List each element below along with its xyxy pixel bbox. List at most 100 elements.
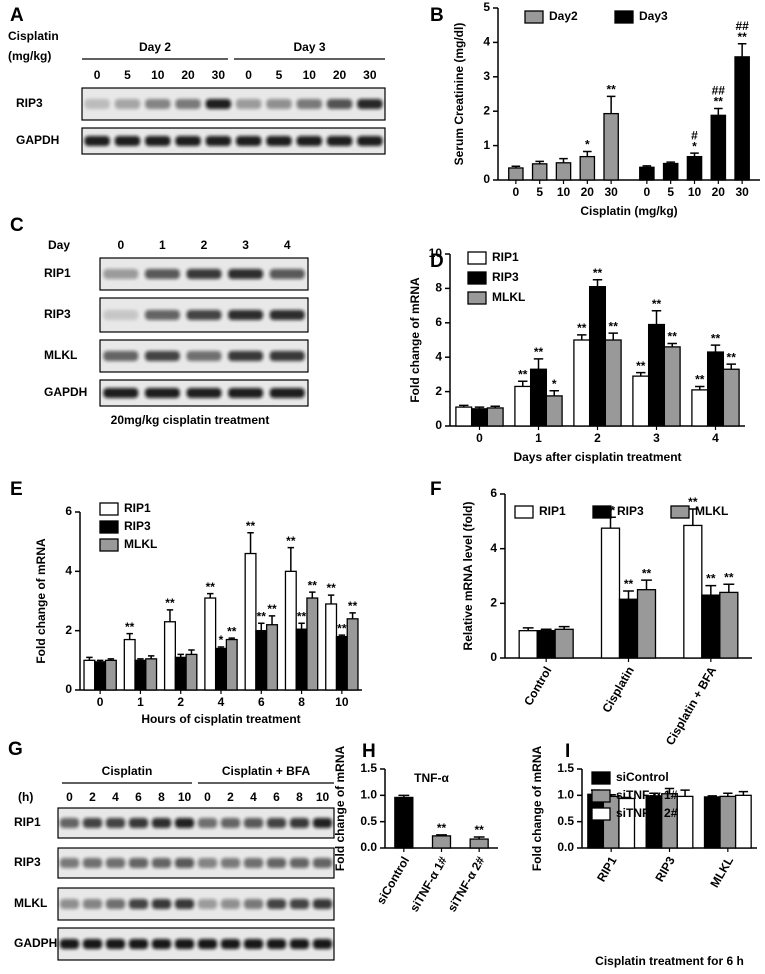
legend-label: RIP1 xyxy=(539,504,566,518)
band xyxy=(144,269,180,279)
band xyxy=(266,939,287,949)
bar xyxy=(722,368,740,427)
lane-label: 5 xyxy=(276,68,283,82)
band xyxy=(220,939,241,949)
y-tick-label: 1.5 xyxy=(360,761,377,775)
bar xyxy=(470,408,489,427)
bar xyxy=(244,552,257,691)
band xyxy=(197,858,218,868)
band xyxy=(59,818,80,828)
y-tick-label: 2 xyxy=(435,384,442,398)
caption: 20mg/kg cisplatin treatment xyxy=(111,413,270,427)
band xyxy=(105,818,126,828)
error-bar xyxy=(473,836,485,840)
bar xyxy=(174,656,187,691)
significance-mark: ** xyxy=(724,570,734,584)
x-tick-label: 2 xyxy=(594,431,601,445)
band xyxy=(186,351,222,361)
chart-title: TNF-α xyxy=(414,771,449,785)
band xyxy=(128,858,149,868)
bar xyxy=(455,406,473,427)
error-bar xyxy=(606,95,616,114)
x-tick-label: siTNF-α 1# xyxy=(407,854,450,914)
x-tick-label: 10 xyxy=(335,695,349,709)
x-tick-label: 4 xyxy=(218,695,225,709)
error-bar xyxy=(228,637,235,640)
bar xyxy=(579,155,596,181)
significance-mark: * xyxy=(585,138,590,152)
legend-swatch xyxy=(592,505,612,519)
y-tick-label: 0.5 xyxy=(360,814,377,828)
band xyxy=(243,899,264,909)
significance-mark: ** xyxy=(125,620,135,634)
significance-mark: ** xyxy=(308,578,318,592)
y-axis-label: Fold change of mRNA xyxy=(333,746,347,872)
bar xyxy=(536,630,556,659)
error-bar xyxy=(558,625,570,630)
x-tick-label: 0 xyxy=(513,185,520,199)
x-tick-label: RIP1 xyxy=(594,854,620,884)
x-tick-label: 5 xyxy=(536,185,543,199)
legend-swatch xyxy=(591,771,611,785)
lane-label: 0 xyxy=(245,68,252,82)
band xyxy=(82,858,103,868)
error-bar xyxy=(107,658,115,661)
significance-mark: ** xyxy=(297,609,307,623)
y-tick-label: 0 xyxy=(65,682,72,696)
bar xyxy=(204,597,217,691)
lane-label: 20 xyxy=(333,68,347,82)
lane-label: 2 xyxy=(227,790,234,804)
band xyxy=(151,939,172,949)
error-bar xyxy=(327,594,335,604)
legend-swatch xyxy=(591,807,611,821)
bar xyxy=(295,628,308,691)
band xyxy=(228,351,264,361)
band xyxy=(326,136,353,146)
band xyxy=(186,388,222,398)
y-axis-label: Fold change of mRNA xyxy=(34,538,48,664)
error-bar xyxy=(540,628,552,631)
band xyxy=(269,269,305,279)
legend-swatch xyxy=(670,505,690,519)
significance-mark: ** xyxy=(688,495,698,509)
bar xyxy=(185,653,198,691)
band xyxy=(312,899,333,909)
bar xyxy=(719,795,737,849)
bar xyxy=(676,795,694,849)
legend-swatch xyxy=(467,291,487,305)
significance-mark: ** xyxy=(609,319,619,333)
row-label: RIP1 xyxy=(14,815,41,829)
error-bar xyxy=(583,150,592,157)
row-label: RIP3 xyxy=(44,307,71,321)
band xyxy=(114,136,141,146)
x-tick-label: 10 xyxy=(557,185,571,199)
error-bar xyxy=(549,389,559,396)
panel-label: D xyxy=(430,251,444,272)
y-tick-label: 5 xyxy=(483,0,490,14)
legend-swatch xyxy=(591,789,611,803)
x-axis-label: Days after cisplatin treatment xyxy=(513,450,681,464)
error-bar xyxy=(298,622,305,630)
legend-label: RIP3 xyxy=(492,270,519,284)
band xyxy=(312,818,333,828)
bar xyxy=(662,162,679,181)
band xyxy=(205,136,232,146)
legend-swatch xyxy=(467,271,487,285)
band xyxy=(228,310,264,320)
bar xyxy=(266,624,279,691)
error-bar xyxy=(258,622,265,631)
band xyxy=(289,899,310,909)
band xyxy=(84,99,110,109)
lane-label: 4 xyxy=(112,790,119,804)
lane-label: 5 xyxy=(124,68,131,82)
bar xyxy=(734,794,752,849)
error-bar xyxy=(667,342,677,347)
significance-mark: ** xyxy=(668,330,678,344)
error-bar xyxy=(177,653,184,658)
y-tick-label: 4 xyxy=(483,35,490,49)
bar xyxy=(94,661,107,691)
x-tick-label: 0 xyxy=(644,185,651,199)
error-bar xyxy=(723,583,735,593)
x-tick-label: siControl xyxy=(374,854,412,907)
lane-label: 8 xyxy=(158,790,165,804)
